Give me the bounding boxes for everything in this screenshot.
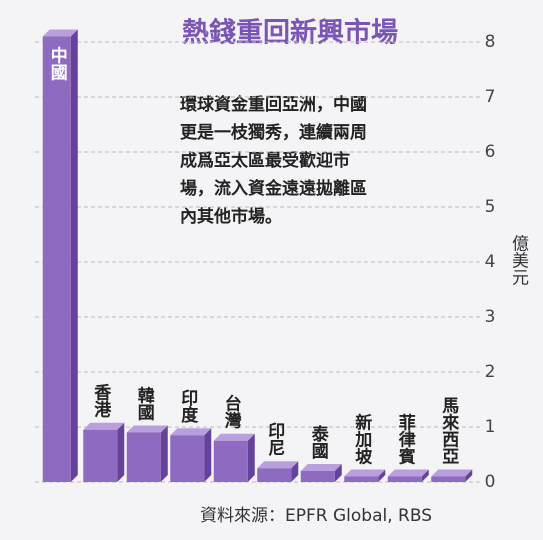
bar: [83, 429, 118, 482]
bar: [213, 440, 248, 482]
bar-label: 台灣: [221, 394, 242, 430]
bar-label: 印度: [177, 389, 198, 424]
annotation-line: 成爲亞太區最受歡迎市: [180, 150, 350, 171]
y-tick-label: 6: [485, 142, 496, 162]
bar-label: 菲律賓: [395, 413, 417, 465]
bar: [300, 471, 335, 482]
bar-top: [83, 422, 125, 430]
bar: [344, 476, 379, 482]
y-tick-label: 7: [485, 87, 496, 107]
bar-side: [117, 422, 125, 482]
bar-side: [465, 469, 473, 482]
source: 資料來源：EPFR Global, RBS: [200, 506, 432, 526]
bar-side: [160, 425, 168, 482]
bar-label: 新加坡: [351, 412, 373, 465]
bar-top: [300, 464, 342, 471]
bar-top: [42, 29, 78, 37]
bar-top: [257, 461, 299, 469]
y-tick-label: 1: [485, 417, 496, 437]
y-tick-label: 8: [485, 32, 496, 52]
bar-label: 中國: [47, 45, 67, 81]
bar: [170, 435, 205, 482]
bar-top: [344, 469, 386, 477]
annotation-line: 環球資金重回亞洲，中國: [180, 94, 367, 115]
y-tick-label: 2: [485, 362, 496, 382]
bar-label: 香港: [90, 384, 111, 419]
bar-top: [387, 469, 429, 477]
bar-label: 泰國: [308, 424, 329, 460]
bar-label: 馬來西亞: [438, 396, 459, 464]
bar-side: [70, 29, 78, 482]
bar-side: [421, 469, 429, 482]
chart-title: 熱錢重回新興市場: [182, 17, 398, 49]
annotation-line: 更是一枝獨秀，連續兩周: [180, 122, 367, 143]
y-axis-label: 億美元: [508, 234, 529, 285]
y-tick-label: 0: [485, 472, 496, 492]
annotation-line: 內其他市場。: [180, 206, 282, 227]
bar-label: 韓國: [134, 385, 155, 421]
y-tick-label: 5: [485, 197, 496, 217]
bar-side: [334, 464, 342, 482]
y-tick-label: 3: [485, 307, 496, 327]
annotation: 環球資金重回亞洲，中國更是一枝獨秀，連續兩周成爲亞太區最受歡迎市場，流入資金遠遠…: [180, 94, 367, 227]
bar-top: [431, 469, 473, 477]
y-tick-label: 4: [485, 252, 496, 272]
bar-side: [204, 428, 212, 482]
bar: [126, 432, 161, 482]
bar-top: [170, 428, 212, 436]
bar: [387, 476, 422, 482]
bar: [431, 476, 466, 482]
bar-top: [213, 433, 255, 441]
bar-side: [247, 433, 255, 482]
bar-side: [291, 461, 299, 482]
bar-side: [378, 469, 386, 482]
bar: [257, 468, 292, 482]
annotation-line: 場，流入資金遠遠拋離區: [180, 178, 367, 199]
bar: [42, 36, 71, 482]
bar-top: [126, 425, 168, 433]
bar-label: 印尼: [264, 422, 285, 457]
